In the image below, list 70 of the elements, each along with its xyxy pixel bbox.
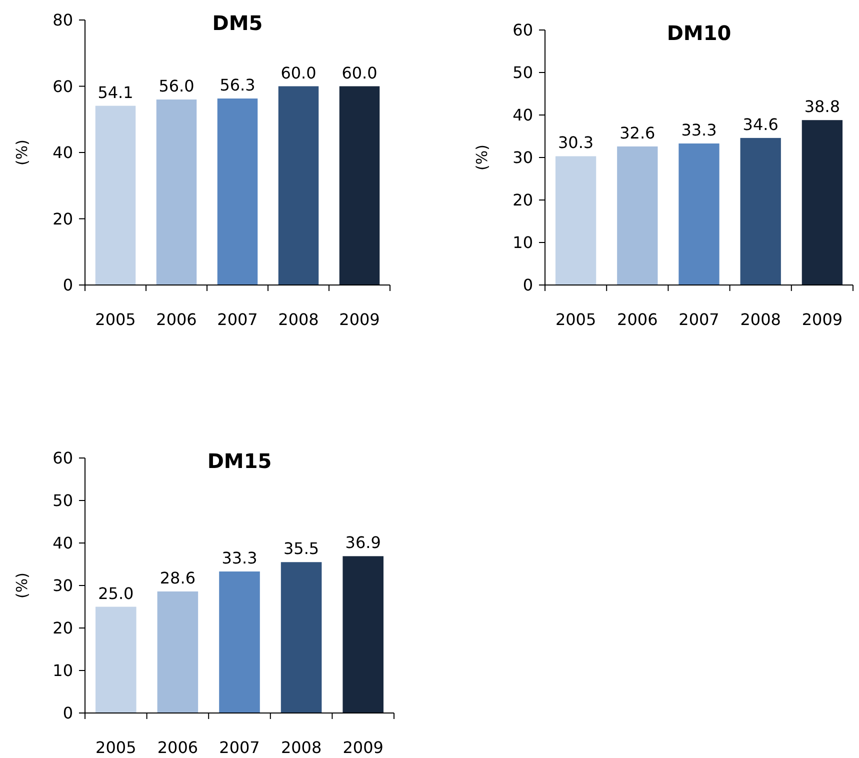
bar [217, 98, 258, 285]
data-label: 60.0 [280, 63, 316, 82]
bar [740, 138, 781, 285]
bar [555, 156, 596, 285]
data-label: 28.6 [160, 568, 196, 588]
bar [342, 556, 384, 713]
x-tick-label: 2009 [339, 310, 380, 329]
x-tick-label: 2005 [555, 310, 596, 329]
data-label: 25.0 [98, 584, 134, 603]
y-tick-label: 50 [512, 63, 533, 82]
chart-title: DM10 [666, 21, 732, 45]
bar [339, 86, 380, 285]
data-label: 56.0 [158, 76, 194, 96]
y-axis-title: (%) [13, 572, 31, 598]
y-tick-label: 50 [52, 491, 73, 510]
data-label: 60.0 [342, 63, 378, 82]
data-label: 36.9 [345, 533, 381, 552]
data-label: 33.3 [681, 120, 717, 140]
x-tick-label: 2005 [96, 738, 136, 757]
bar [156, 100, 197, 285]
data-label: 30.3 [558, 133, 594, 152]
bar [802, 120, 843, 285]
bar [678, 143, 720, 285]
y-tick-label: 10 [52, 661, 73, 680]
data-label: 38.8 [804, 97, 840, 116]
y-tick-label: 0 [62, 704, 73, 723]
bar [617, 146, 658, 285]
y-tick-label: 0 [522, 276, 533, 295]
x-tick-label: 2009 [342, 738, 384, 757]
x-tick-label: 2006 [617, 310, 658, 329]
y-tick-label: 40 [52, 534, 73, 553]
data-label: 34.6 [742, 114, 778, 134]
x-tick-label: 2006 [157, 738, 198, 757]
y-tick-label: 40 [52, 143, 73, 162]
x-tick-label: 2005 [95, 310, 136, 329]
x-tick-label: 2008 [280, 738, 322, 757]
y-tick-label: 20 [512, 190, 533, 210]
data-label: 56.3 [220, 76, 256, 95]
y-tick-label: 60 [512, 20, 533, 40]
bar [96, 606, 136, 713]
x-tick-label: 2007 [219, 738, 260, 757]
bar [219, 571, 260, 713]
y-tick-label: 0 [62, 276, 73, 295]
y-tick-label: 40 [512, 106, 533, 125]
bar [95, 106, 136, 285]
data-label: 32.6 [620, 123, 656, 142]
y-tick-label: 10 [512, 233, 533, 252]
chart-title: DM15 [207, 449, 272, 473]
x-tick-label: 2008 [740, 310, 781, 329]
x-tick-label: 2007 [678, 310, 720, 329]
y-tick-label: 20 [52, 618, 73, 638]
x-tick-label: 2007 [217, 310, 258, 329]
data-label: 33.3 [222, 548, 258, 568]
y-tick-label: 30 [512, 148, 533, 168]
y-axis-title: (%) [13, 140, 31, 166]
x-tick-label: 2009 [802, 310, 843, 329]
bar [278, 86, 319, 285]
x-tick-label: 2008 [278, 310, 319, 329]
y-tick-label: 20 [52, 209, 73, 228]
y-axis-title: (%) [473, 144, 491, 170]
bar [157, 591, 198, 713]
y-tick-label: 30 [52, 576, 73, 596]
data-label: 54.1 [98, 82, 134, 102]
y-tick-label: 80 [52, 10, 73, 30]
x-tick-label: 2006 [156, 310, 197, 329]
y-tick-label: 60 [52, 448, 73, 468]
data-label: 35.5 [283, 539, 320, 558]
bar [280, 562, 322, 713]
chart-title: DM5 [212, 11, 263, 35]
y-tick-label: 60 [52, 76, 73, 96]
